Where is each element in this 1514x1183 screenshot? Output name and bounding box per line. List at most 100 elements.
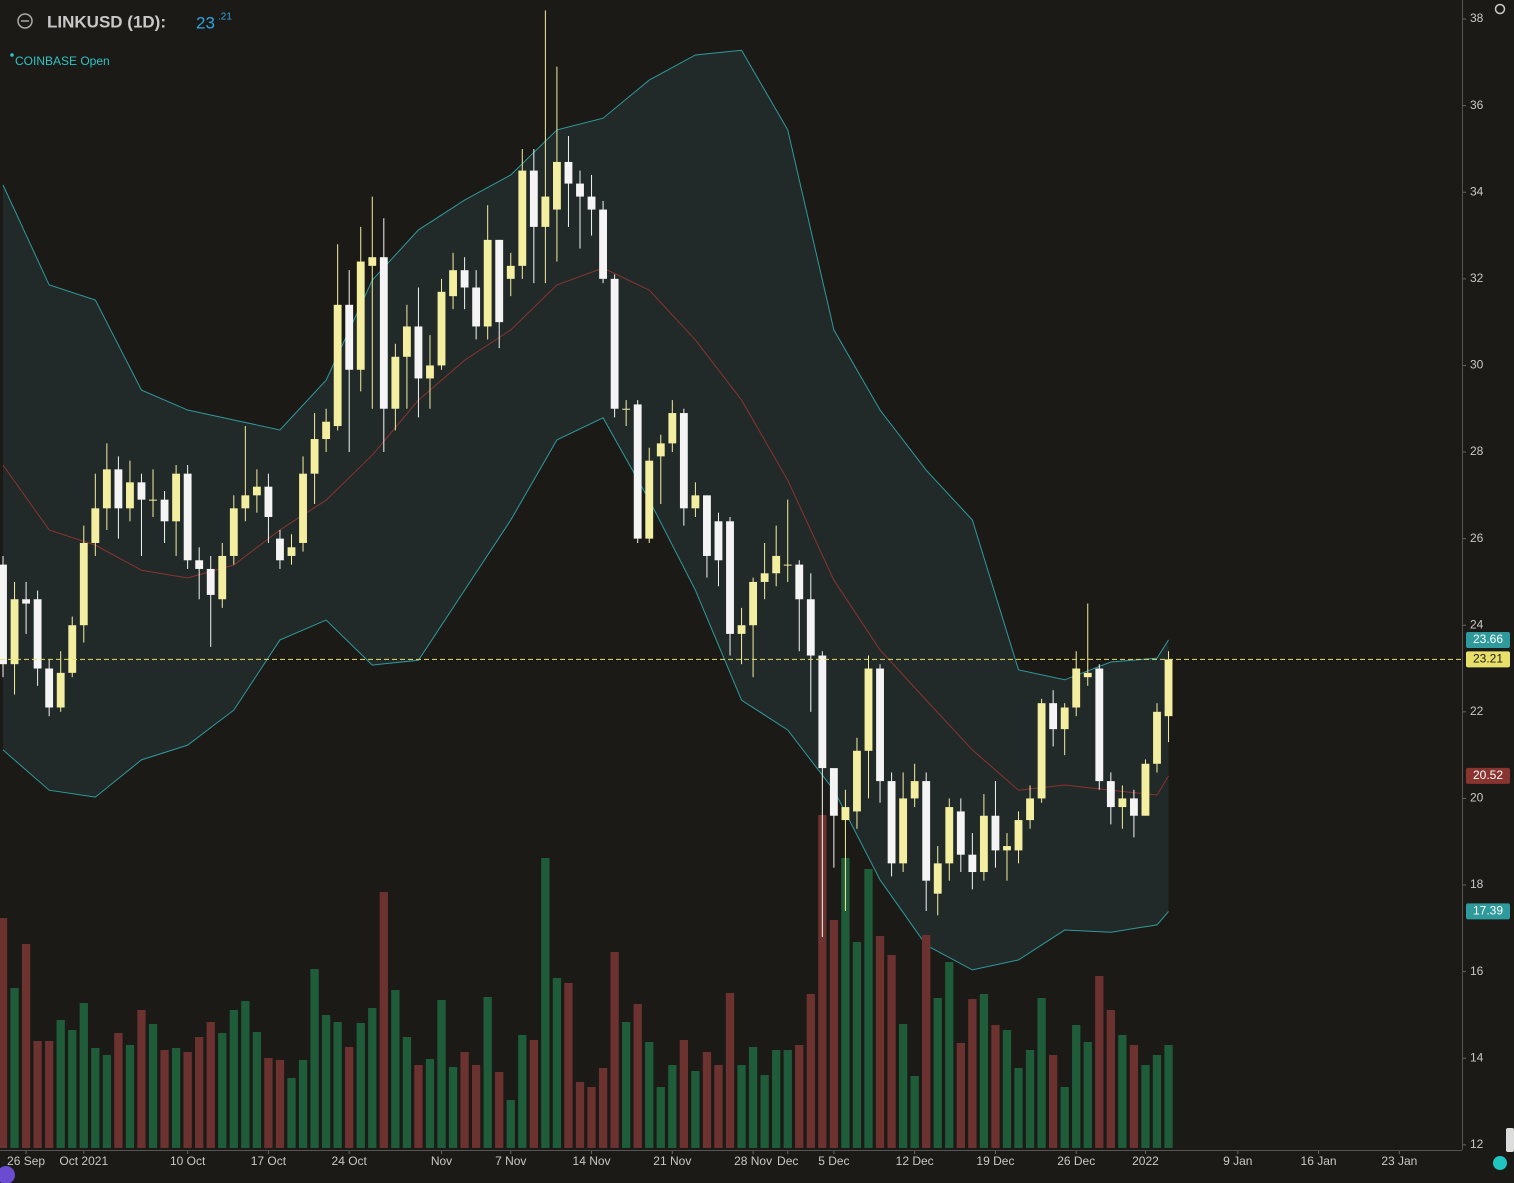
status-dot [10,53,14,57]
candle-body [552,161,561,210]
candle-body [379,257,388,409]
y-tick-label: 22 [1470,704,1484,718]
candle-body [137,482,146,500]
search-icon[interactable] [17,13,33,29]
candle-body [1153,711,1161,764]
y-tick-label: 36 [1470,98,1484,112]
candle-body [10,599,19,665]
exchange-status: COINBASE Open [15,54,110,68]
volume-bar [748,1047,758,1148]
volume-bar [702,1052,712,1148]
x-tick-label: 5 Dec [818,1154,849,1168]
volume-bar [622,1022,631,1148]
candle-body [703,495,711,556]
volume-bar [1152,1055,1162,1148]
candle-body [979,815,988,873]
candle-body [45,668,54,708]
candle-body [449,270,457,297]
candle-body [356,261,365,370]
candle-body [853,750,861,812]
volume-bar [956,1043,965,1148]
volume-bar [898,1024,908,1148]
volume-bar [495,1072,504,1148]
volume-bar [1060,1087,1069,1148]
candle-body [679,413,688,509]
volume-bar [887,955,896,1148]
volume-bar [1141,1065,1150,1148]
candle-body [910,781,919,799]
x-tick-label: 16 Jan [1301,1154,1337,1168]
volume-bar [633,1004,642,1148]
y-tick-label: 18 [1470,877,1484,891]
volume-bar [772,1050,781,1148]
volume-bar [356,1023,365,1148]
volume-bar [414,1065,423,1148]
candle-body [968,854,977,873]
candle-body [726,521,734,634]
volume-bar [1025,1050,1035,1148]
candle-body [264,486,273,517]
volume-bar [1083,1042,1092,1148]
y-tick-label: 34 [1470,184,1484,198]
volume-bar [518,1035,527,1148]
settings-icon[interactable] [1494,3,1506,15]
candle-body [160,499,169,522]
x-tick-label: 19 Dec [976,1154,1014,1168]
price-tag [1466,631,1510,648]
candle-body [1118,798,1127,808]
volume-bar [979,994,989,1148]
y-tick-label: 30 [1470,358,1484,372]
volume-bar [922,935,931,1148]
candle-body [622,408,631,410]
candle-body [806,599,815,656]
candle-body [391,356,400,409]
search-circle[interactable] [17,13,33,29]
candle-body [229,508,238,556]
volume-bar [1037,998,1046,1148]
volume-bar [598,1068,608,1148]
volume-bar [56,1020,65,1148]
candle-body [772,555,781,574]
candle-body [472,287,481,327]
candle-body [518,170,527,266]
volume-bar [321,1015,331,1148]
candle-body [91,508,100,543]
volume-bar [68,1030,77,1148]
candle-body [460,270,469,288]
y-tick-label: 24 [1470,617,1484,631]
x-tick-label: 28 Nov [734,1154,772,1168]
candle-body [876,668,884,782]
menu-button[interactable] [0,1166,15,1183]
candle-body [737,625,746,634]
x-tick-label: 23 Jan [1381,1154,1417,1168]
volume-bar [448,1067,458,1148]
candle-body [172,473,181,522]
volume-bar [33,1041,42,1148]
candle-body [749,581,758,626]
volume-bar [0,918,8,1148]
volume-bar [21,944,31,1148]
x-tick-label: 7 Nov [495,1154,526,1168]
candle-body [656,443,665,457]
candle-body [252,486,261,496]
candle-body [1072,668,1081,708]
price-tag [1466,903,1510,920]
candle-body [495,239,504,323]
volume-bar [1002,1030,1012,1148]
price-tag [1466,651,1510,668]
candle-body [33,599,42,669]
scroll-button[interactable] [1506,1128,1514,1152]
price-tag-label: 23.21 [1473,652,1503,666]
x-tick-label: 10 Oct [170,1154,206,1168]
status-indicator[interactable] [1493,1156,1507,1170]
volume-bar [460,1052,469,1148]
candle-body [899,798,908,864]
x-tick-label: 26 Sep [7,1154,45,1168]
gear[interactable] [1494,3,1506,15]
y-tick-label: 38 [1470,11,1484,25]
candle-body [206,568,215,595]
candle-body [1049,703,1058,730]
candle-body [691,495,700,509]
